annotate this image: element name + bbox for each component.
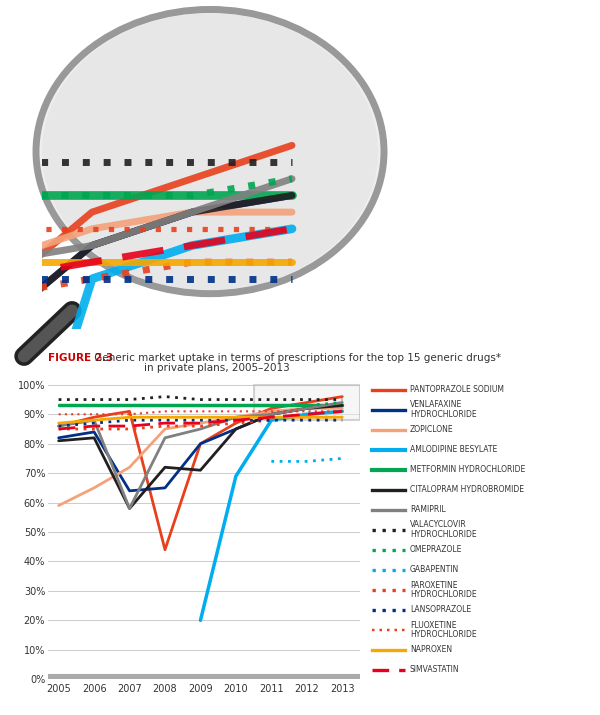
Text: Generic market uptake in terms of prescriptions for the top 15 generic drugs*: Generic market uptake in terms of prescr… [91,353,501,363]
Ellipse shape [42,14,378,290]
Text: NAPROXEN: NAPROXEN [410,646,452,654]
Text: in private plans, 2005–2013: in private plans, 2005–2013 [144,363,290,373]
Text: GABAPENTIN: GABAPENTIN [410,566,459,574]
Text: VENLAFAXINE
HYDROCHLORIDE: VENLAFAXINE HYDROCHLORIDE [410,400,476,419]
Text: VALACYCLOVIR
HYDROCHLORIDE: VALACYCLOVIR HYDROCHLORIDE [410,521,476,539]
Text: ZOPICLONE: ZOPICLONE [410,425,454,434]
Text: PANTOPRAZOLE SODIUM: PANTOPRAZOLE SODIUM [410,385,504,394]
Text: FIGURE 2.3: FIGURE 2.3 [48,353,113,363]
Text: METFORMIN HYDROCHLORIDE: METFORMIN HYDROCHLORIDE [410,465,525,474]
Text: RAMIPRIL: RAMIPRIL [410,506,446,514]
FancyBboxPatch shape [254,385,360,420]
Text: LANSOPRAZOLE: LANSOPRAZOLE [410,606,471,614]
Text: FLUOXETINE
HYDROCHLORIDE: FLUOXETINE HYDROCHLORIDE [410,621,476,639]
Ellipse shape [36,9,384,294]
Text: PAROXETINE
HYDROCHLORIDE: PAROXETINE HYDROCHLORIDE [410,581,476,599]
Text: SIMVASTATIN: SIMVASTATIN [410,666,460,674]
Text: CITALOPRAM HYDROBROMIDE: CITALOPRAM HYDROBROMIDE [410,485,524,494]
Text: AMLODIPINE BESYLATE: AMLODIPINE BESYLATE [410,445,497,454]
Text: OMEPRAZOLE: OMEPRAZOLE [410,546,462,554]
